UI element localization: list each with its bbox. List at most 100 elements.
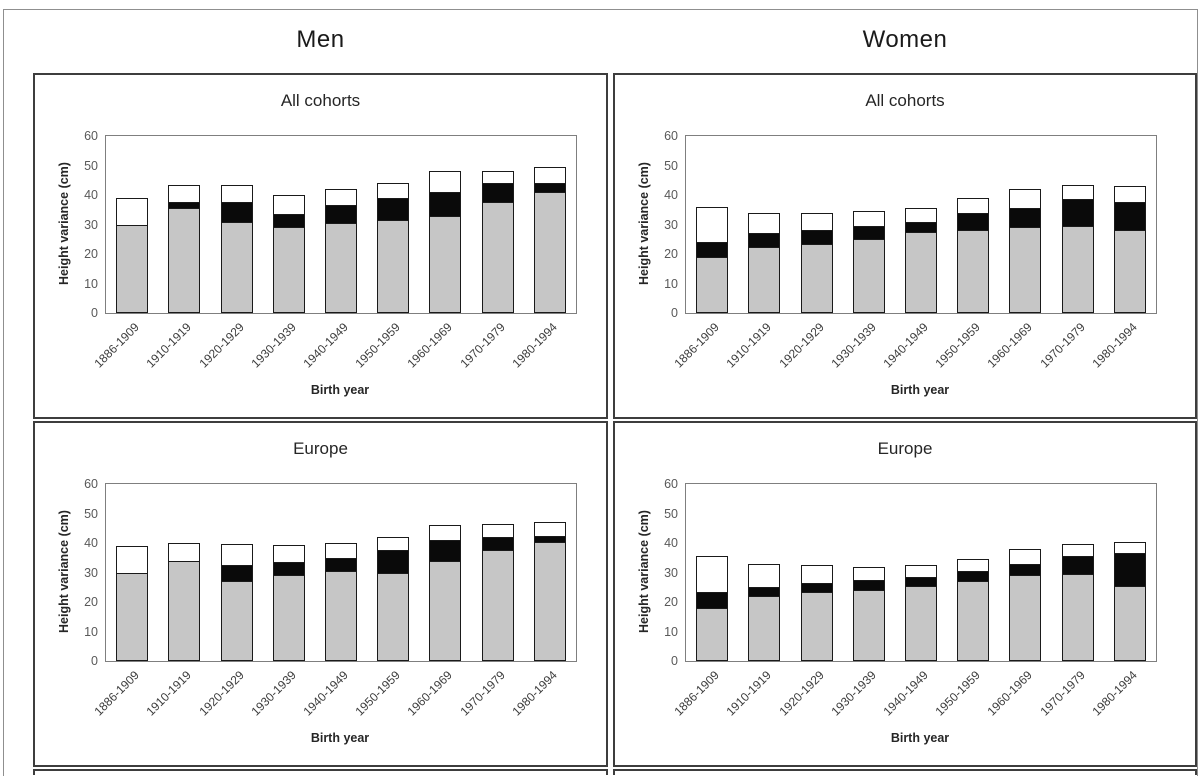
bar-segment-black: [696, 242, 729, 258]
bar-segment-white: [220, 184, 253, 204]
bar-segment-black: [168, 202, 201, 210]
bar-segment-gray: [696, 256, 729, 313]
bar-segment-white: [748, 212, 781, 235]
bar-segment-white: [272, 195, 305, 216]
y-tick-label: 60: [664, 129, 678, 143]
bar-segment-black: [220, 202, 253, 223]
bar-segment-gray: [168, 208, 201, 313]
bar-segment-gray: [429, 560, 462, 661]
bar-segment-black: [533, 183, 566, 194]
panel-women-europe: Europe Height variance (cm) 0 10 20 30 40 50 6…: [613, 421, 1197, 767]
bar-segment-gray: [1009, 575, 1042, 661]
y-tick-label: 40: [84, 536, 98, 550]
y-tick-label: 50: [664, 506, 678, 521]
y-tick-label: 30: [84, 565, 98, 580]
bar-segment-gray: [1009, 227, 1042, 313]
bar-segment-gray: [852, 239, 885, 313]
bar-segment-black: [905, 221, 937, 233]
bar-segment-black: [1113, 553, 1146, 587]
bar-segment-white: [533, 166, 566, 185]
y-tick-label: 40: [84, 188, 98, 202]
bar-segment-gray: [800, 591, 833, 661]
bar-segment-white: [852, 211, 885, 227]
bar-segment-gray: [905, 231, 937, 313]
bar-segment-white: [168, 184, 201, 204]
chart-title: Europe: [293, 439, 348, 458]
plot-area: 0 10 20 30 40 50 60 1886-1909 1910-1919 1920-1929…: [84, 129, 577, 370]
panel-cutoff-right: [613, 769, 1197, 775]
bar-segment-gray: [533, 541, 566, 661]
bar-segment-gray: [429, 215, 462, 313]
bar-segment-black: [852, 225, 885, 241]
panel-men-all-cohorts: All cohorts Height variance (cm) 0 10 20 30…: [33, 73, 608, 419]
x-axis-title: Birth year: [310, 731, 370, 745]
bar-segment-gray: [696, 607, 729, 661]
bar-segment-black: [748, 233, 781, 248]
bar-segment-white: [852, 566, 885, 581]
y-tick-label: 40: [664, 536, 678, 550]
y-tick-label: 60: [84, 477, 98, 491]
plot-area: 0 10 20 30 40 50 60 1886-1909 1910-1919 1920-1929…: [664, 129, 1157, 370]
bar-segment-gray: [116, 224, 149, 313]
bar-segment-gray: [168, 560, 201, 661]
bar-segment-black: [800, 582, 833, 593]
bar-segment-gray: [377, 572, 410, 661]
x-axis-title: Birth year: [890, 731, 950, 745]
chart-title: All cohorts: [280, 91, 361, 110]
bar-segment-white: [220, 544, 253, 567]
y-tick-label: 30: [84, 217, 98, 232]
bar-segment-black: [905, 576, 937, 587]
bar-segment-black: [429, 540, 462, 562]
y-tick-label: 10: [84, 276, 98, 291]
bar-segment-white: [533, 522, 566, 537]
bar-segment-white: [1113, 186, 1146, 204]
bar-segment-white: [429, 525, 462, 542]
bar-segment-gray: [1061, 573, 1094, 661]
bar-segment-gray: [272, 227, 305, 313]
y-tick-label: 50: [84, 506, 98, 521]
bar-segment-gray: [1113, 585, 1146, 661]
bar-segment-gray: [481, 550, 514, 661]
y-tick-label: 20: [664, 247, 678, 261]
y-tick-label: 20: [84, 247, 98, 261]
y-tick-label: 30: [664, 217, 678, 232]
y-tick-label: 10: [664, 624, 678, 639]
bar-segment-white: [481, 171, 514, 185]
bar-segment-white: [905, 565, 937, 578]
bar-segment-black: [957, 212, 990, 232]
bar-segment-white: [168, 543, 201, 562]
y-tick-label: 60: [84, 129, 98, 143]
bar-segment-gray: [1061, 225, 1094, 313]
y-tick-label: 0: [91, 654, 98, 668]
bar-segment-black: [852, 579, 885, 592]
panel-women-all-cohorts: All cohorts Height variance (cm) 0 10 20 30…: [613, 73, 1197, 419]
bar-segment-black: [1061, 556, 1094, 575]
bar-segment-black: [325, 557, 357, 573]
bar-segment-black: [748, 587, 781, 598]
y-tick-label: 0: [671, 654, 678, 668]
bar-segment-white: [800, 565, 833, 584]
bar-segment-gray: [272, 575, 305, 661]
bar-segment-white: [905, 208, 937, 223]
bar-segment-white: [325, 189, 357, 207]
y-tick-label: 60: [664, 477, 678, 491]
bar-segment-black: [377, 550, 410, 574]
bar-segment-white: [116, 545, 149, 574]
plot-area: 0 10 20 30 40 50 60 1886-1909 1910-1919 1920-1929…: [664, 477, 1157, 718]
bar-segment-black: [533, 535, 566, 543]
bar-segment-black: [1009, 208, 1042, 229]
y-tick-label: 10: [664, 276, 678, 291]
bar-segment-gray: [325, 223, 357, 313]
bar-segment-black: [957, 571, 990, 583]
bar-segment-gray: [325, 571, 357, 661]
bar-segment-black: [481, 183, 514, 204]
bar-segment-gray: [220, 581, 253, 661]
bar-segment-gray: [905, 585, 937, 661]
bar-segment-gray: [852, 590, 885, 661]
bar-segment-black: [272, 562, 305, 577]
bar-segment-white: [957, 559, 990, 573]
y-tick-label: 20: [664, 595, 678, 609]
plot-area: 0 10 20 30 40 50 60 1886-1909 1910-1919 1920-1929…: [84, 477, 577, 718]
bar-segment-black: [696, 591, 729, 609]
bar-segment-gray: [377, 220, 410, 313]
